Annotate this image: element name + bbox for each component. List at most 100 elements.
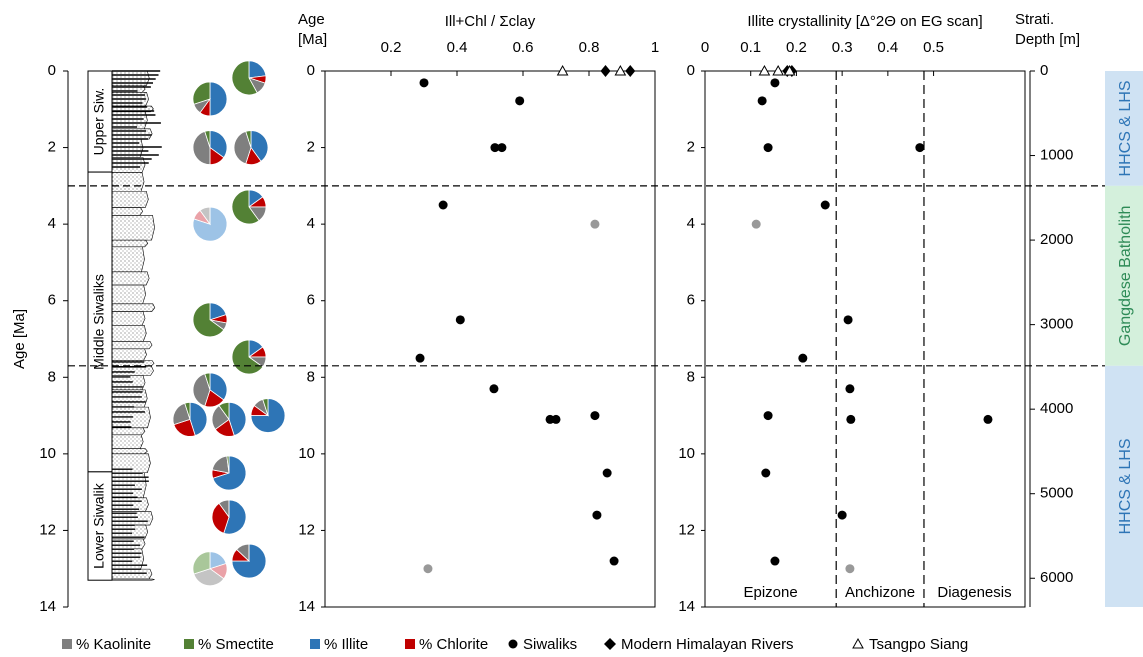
data-point xyxy=(590,411,600,421)
strat-bed xyxy=(111,215,155,241)
data-point xyxy=(438,200,448,210)
legend-swatch xyxy=(62,639,72,649)
legend-swatch xyxy=(184,639,194,649)
pie-wedge xyxy=(209,81,228,117)
y2-tick-label: 0 xyxy=(1040,62,1048,79)
y2-tick-label: 2000 xyxy=(1040,231,1073,248)
formation-box xyxy=(87,70,113,173)
pie-wedge xyxy=(233,130,252,165)
legend-swatch xyxy=(310,639,320,649)
formation-label: Upper Siw. xyxy=(91,88,107,156)
strat-bed xyxy=(111,548,145,570)
data-point xyxy=(820,200,830,210)
pie-wedge xyxy=(262,398,269,416)
y-tick-label: 0 xyxy=(48,62,56,79)
pie-wedge xyxy=(211,455,230,474)
x-tick-label: 0.4 xyxy=(877,39,898,56)
strat-bed xyxy=(111,427,146,436)
data-point xyxy=(423,564,433,574)
zone-label: Epizone xyxy=(743,584,797,601)
pie-wedge xyxy=(184,401,191,420)
plot-frame xyxy=(704,70,1026,608)
y2-axis-label: Depth [m] xyxy=(1015,31,1080,48)
legend-label: Siwaliks xyxy=(523,636,577,653)
legend-swatch xyxy=(405,639,415,649)
y-axis-label: [Ma] xyxy=(298,31,327,48)
y-tick-label: 2 xyxy=(687,139,695,156)
data-point xyxy=(489,384,499,394)
y2-tick-label: 4000 xyxy=(1040,400,1073,417)
strat-bed xyxy=(111,348,147,361)
strat-bed xyxy=(111,538,146,550)
strat-bed xyxy=(111,246,145,273)
pie-wedge xyxy=(228,401,247,437)
data-point xyxy=(551,414,561,424)
y-tick-label: 12 xyxy=(678,521,695,538)
data-point xyxy=(609,556,619,566)
legend-label: % Chlorite xyxy=(419,636,488,653)
y-tick-label: 12 xyxy=(298,521,315,538)
x-tick-label: 0 xyxy=(701,39,709,56)
y-tick-label: 10 xyxy=(678,445,695,462)
formation-box xyxy=(87,171,113,473)
legend-marker xyxy=(508,639,518,649)
data-point xyxy=(772,64,784,76)
strat-bed xyxy=(111,207,144,216)
data-point xyxy=(625,65,636,77)
y-tick-label: 6 xyxy=(687,292,695,309)
y-tick-label: 2 xyxy=(307,139,315,156)
x-tick-label: 0.6 xyxy=(513,39,534,56)
pie-wedge xyxy=(209,372,228,401)
x-tick-label: 1 xyxy=(651,39,659,56)
data-point xyxy=(602,468,612,478)
y-tick-label: 0 xyxy=(307,62,315,79)
strat-bed xyxy=(111,190,149,208)
pie-wedge xyxy=(231,189,260,225)
pie-wedge xyxy=(192,81,211,105)
strat-bed xyxy=(111,578,155,581)
x-tick-label: 0.4 xyxy=(447,39,468,56)
provenance-band xyxy=(1105,365,1143,607)
data-point xyxy=(798,353,808,363)
y2-axis-label: Strati. xyxy=(1015,11,1054,28)
data-point xyxy=(843,315,853,325)
data-point xyxy=(758,64,771,76)
y-tick-label: 10 xyxy=(39,445,56,462)
strat-bed xyxy=(111,239,149,248)
strat-bed xyxy=(111,453,151,474)
x-tick-label: 0.3 xyxy=(832,39,853,56)
data-point xyxy=(983,414,993,424)
data-point xyxy=(497,143,507,153)
strat-bed xyxy=(111,568,153,580)
data-point xyxy=(455,315,465,325)
legend-marker xyxy=(604,638,616,650)
data-point xyxy=(556,64,569,76)
legend-label: Tsangpo Siang xyxy=(869,636,968,653)
chart-title: Ill+Chl / Σclay xyxy=(445,13,536,30)
strat-bed xyxy=(111,284,146,305)
strat-bed xyxy=(111,311,146,326)
data-point xyxy=(419,78,429,88)
y-tick-label: 4 xyxy=(48,215,56,232)
plot-frame xyxy=(324,70,656,608)
pie-wedge xyxy=(231,60,258,96)
pie-wedge xyxy=(192,302,225,338)
data-point xyxy=(845,564,855,574)
pie-wedge xyxy=(193,568,225,587)
provenance-label: Gangdese Batholith xyxy=(1117,206,1134,347)
pie-wedge xyxy=(250,130,269,162)
data-point xyxy=(415,353,425,363)
pie-wedge xyxy=(212,455,247,491)
data-point xyxy=(590,219,600,229)
pie-wedge xyxy=(226,455,230,474)
strat-log xyxy=(111,70,162,581)
y-tick-label: 6 xyxy=(307,292,315,309)
pie-wedge xyxy=(192,130,211,165)
formation-box xyxy=(87,471,113,581)
y-tick-label: 14 xyxy=(678,598,695,615)
formation-label: Lower Siwalik xyxy=(91,482,107,569)
pie-wedge xyxy=(236,543,250,562)
pie-wedge xyxy=(192,373,211,407)
strat-bed xyxy=(111,434,144,450)
